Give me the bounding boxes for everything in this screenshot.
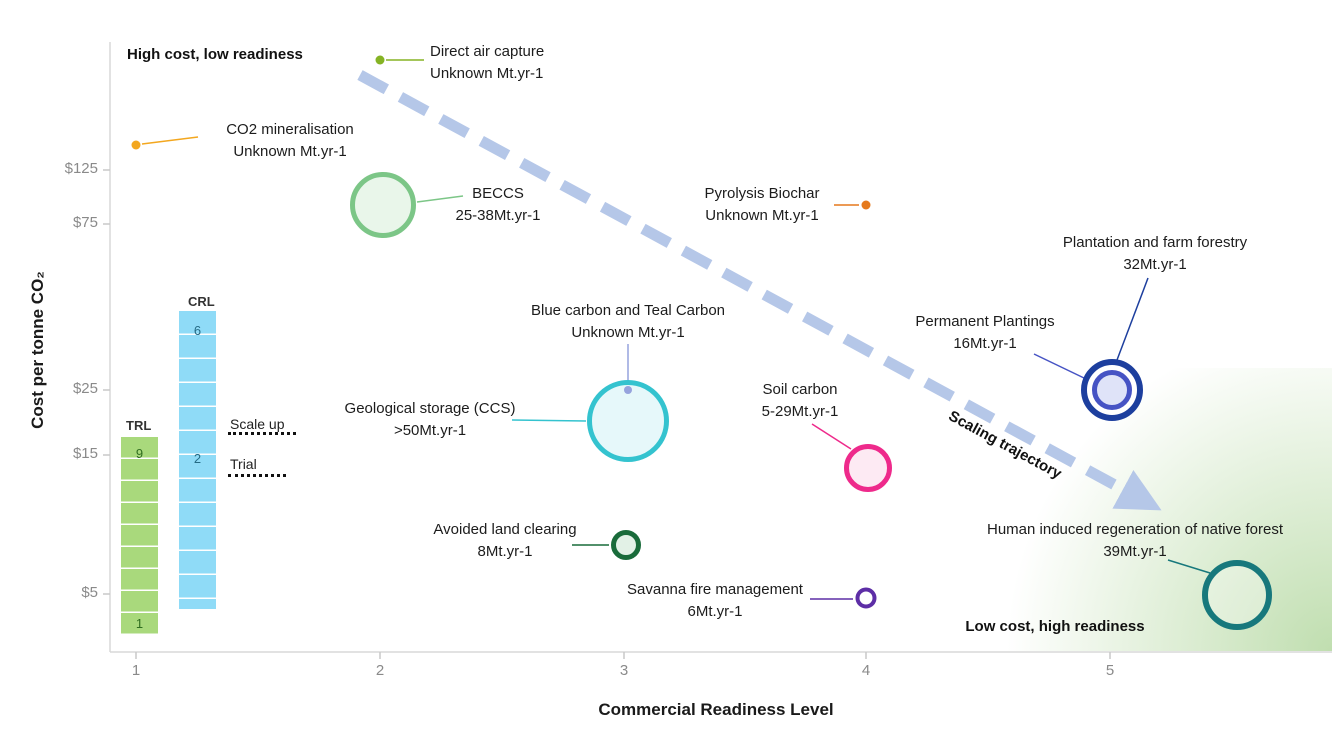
- label-avoided-land-clearing: Avoided land clearing 8Mt.yr-1: [433, 519, 576, 563]
- label-permanent-plantings: Permanent Plantings 16Mt.yr-1: [915, 311, 1054, 355]
- x-tick-5: 5: [1105, 662, 1115, 679]
- crl-mid-value: 2: [193, 451, 202, 466]
- point-name: Soil carbon: [762, 381, 838, 398]
- bubble-plantation-forestry: [1081, 359, 1143, 421]
- point-capacity: 16Mt.yr-1: [953, 335, 1017, 352]
- trl-legend-column: 9 1: [121, 437, 158, 635]
- y-axis-title: Cost per tonne CO₂: [28, 271, 47, 429]
- point-name: Permanent Plantings: [915, 313, 1055, 330]
- y-tick-75: $75: [72, 214, 98, 231]
- trial-threshold-label: Trial: [230, 456, 257, 472]
- y-tick-125: $125: [64, 160, 98, 177]
- point-capacity: 5-29Mt.yr-1: [761, 403, 839, 420]
- crl-legend-title: CRL: [188, 294, 215, 309]
- y-tick-5: $5: [81, 584, 98, 601]
- leader-line-plantation-forestry: [1116, 277, 1149, 361]
- label-beccs: BECCS 25-38Mt.yr-1: [455, 183, 540, 227]
- point-capacity: 8Mt.yr-1: [477, 543, 533, 560]
- point-capacity: 6Mt.yr-1: [687, 603, 743, 620]
- point-capacity: Unknown Mt.yr-1: [705, 207, 819, 224]
- scaling-trajectory-arrow: [357, 70, 1162, 511]
- bubble-permanent-plantings: [1092, 370, 1132, 410]
- label-human-induced-regen: Human induced regeneration of native for…: [987, 519, 1283, 563]
- y-tick-25: $25: [72, 380, 98, 397]
- point-name: Geological storage (CCS): [344, 400, 516, 417]
- point-name: BECCS: [472, 185, 524, 202]
- label-soil-carbon: Soil carbon 5-29Mt.yr-1: [762, 379, 839, 423]
- bubble-savanna-fire: [855, 587, 877, 609]
- point-name: Plantation and farm forestry: [1062, 234, 1248, 251]
- point-capacity: 39Mt.yr-1: [1103, 543, 1167, 560]
- scale-up-threshold-label: Scale up: [230, 416, 285, 432]
- x-axis-ticks: [135, 652, 1111, 659]
- trial-threshold-line: [228, 474, 286, 477]
- annotation-low-cost-high-readiness: Low cost, high readiness: [965, 618, 1145, 635]
- x-tick-1: 1: [131, 662, 141, 679]
- point-name: Blue carbon and Teal Carbon: [530, 302, 726, 319]
- point-capacity: 25-38Mt.yr-1: [455, 207, 541, 224]
- x-axis-title: Commercial Readiness Level: [598, 700, 834, 719]
- leader-line-co2-mineralisation: [141, 136, 199, 145]
- x-tick-2: 2: [375, 662, 385, 679]
- label-blue-carbon: Blue carbon and Teal Carbon Unknown Mt.y…: [531, 300, 725, 344]
- trl-bottom-value: 1: [135, 616, 144, 631]
- point-name: CO2 mineralisation: [226, 121, 354, 138]
- leader-line-soil-carbon: [811, 423, 852, 450]
- trl-legend-title: TRL: [126, 418, 152, 433]
- point-name: Savanna fire management: [627, 581, 803, 598]
- point-name: Direct air capture: [430, 43, 545, 60]
- point-name: Human induced regeneration of native for…: [986, 521, 1284, 538]
- bubble-co2-mineralisation: [131, 140, 141, 150]
- scale-up-threshold-line: [228, 432, 296, 435]
- crl-legend-column: 6 2: [179, 311, 216, 609]
- bubble-direct-air-capture: [375, 55, 385, 65]
- point-capacity: Unknown Mt.yr-1: [571, 324, 685, 341]
- point-capacity: >50Mt.yr-1: [393, 422, 467, 439]
- y-tick-15: $15: [72, 445, 98, 462]
- leader-line-human-induced-regen: [1167, 559, 1211, 574]
- leader-line-permanent-plantings: [1033, 353, 1085, 379]
- trl-legend-dividers: [121, 437, 158, 635]
- trl-top-value: 9: [135, 446, 144, 461]
- x-tick-3: 3: [619, 662, 629, 679]
- bubble-blue-carbon: [624, 386, 632, 394]
- label-pyrolysis-biochar: Pyrolysis Biochar Unknown Mt.yr-1: [704, 183, 819, 227]
- label-direct-air-capture: Direct air capture Unknown Mt.yr-1: [430, 41, 544, 85]
- bubble-human-induced-regen: [1202, 560, 1272, 630]
- bubble-avoided-land-clearing: [611, 530, 641, 560]
- label-geological-storage: Geological storage (CCS) >50Mt.yr-1: [345, 398, 516, 442]
- point-capacity: Unknown Mt.yr-1: [233, 143, 347, 160]
- y-axis-ticks: [103, 169, 110, 595]
- crl-legend-dividers: [179, 311, 216, 609]
- point-capacity: 32Mt.yr-1: [1123, 256, 1187, 273]
- point-name: Pyrolysis Biochar: [704, 185, 820, 202]
- bubble-beccs: [350, 172, 416, 238]
- leader-line-beccs: [416, 195, 464, 203]
- annotation-high-cost-low-readiness: High cost, low readiness: [127, 46, 303, 63]
- crl-top-value: 6: [193, 323, 202, 338]
- label-plantation-forestry: Plantation and farm forestry 32Mt.yr-1: [1063, 232, 1247, 276]
- label-co2-mineralisation: CO2 mineralisation Unknown Mt.yr-1: [226, 119, 354, 163]
- point-capacity: Unknown Mt.yr-1: [430, 65, 544, 82]
- bubble-soil-carbon: [844, 444, 892, 492]
- leader-line-geological-storage: [511, 419, 587, 422]
- point-name: Avoided land clearing: [433, 521, 577, 538]
- bubble-pyrolysis-biochar: [861, 200, 871, 210]
- x-tick-4: 4: [861, 662, 871, 679]
- label-savanna-fire: Savanna fire management 6Mt.yr-1: [627, 579, 803, 623]
